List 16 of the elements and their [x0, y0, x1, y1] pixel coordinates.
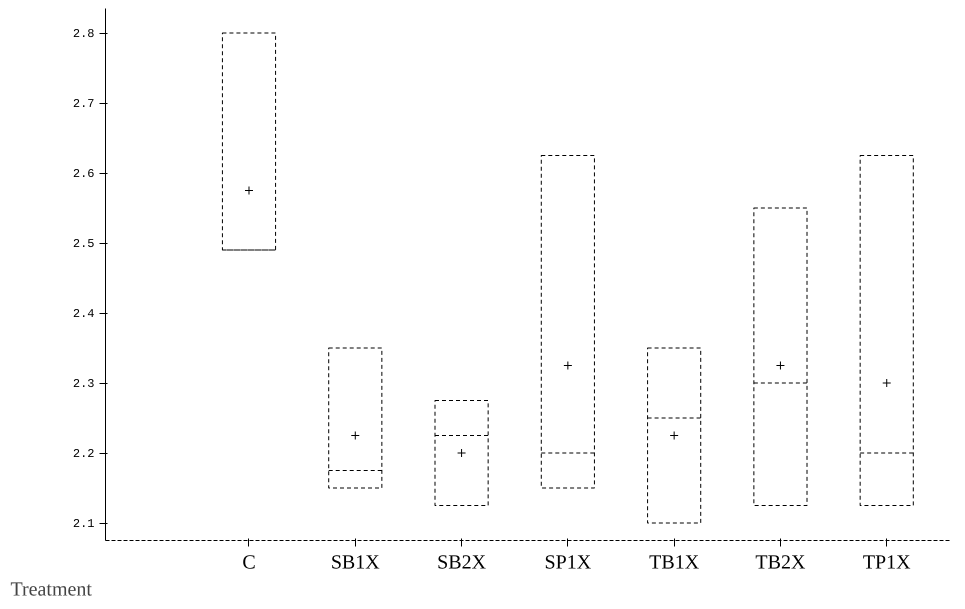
y-tick-label: 2.4	[72, 307, 95, 321]
x-tick-label: SP1X	[544, 552, 592, 574]
y-tick-label: 2.2	[72, 447, 95, 461]
y-tick-label: 2.5	[72, 237, 95, 251]
y-tick-label: 2.1	[72, 517, 95, 531]
x-axis-title: Treatment	[10, 578, 92, 600]
x-tick-label: SB2X	[437, 552, 487, 574]
x-tick-label: TB1X	[649, 552, 700, 574]
x-tick-label: TP1X	[862, 552, 912, 574]
y-tick-label: 2.7	[72, 97, 95, 111]
x-tick-label: C	[242, 552, 256, 574]
y-tick-label: 2.8	[72, 27, 95, 41]
y-tick-label: 2.6	[72, 167, 95, 181]
y-tick-label: 2.3	[72, 377, 95, 391]
x-tick-label: SB1X	[330, 552, 380, 574]
x-tick-label: TB2X	[755, 552, 806, 574]
